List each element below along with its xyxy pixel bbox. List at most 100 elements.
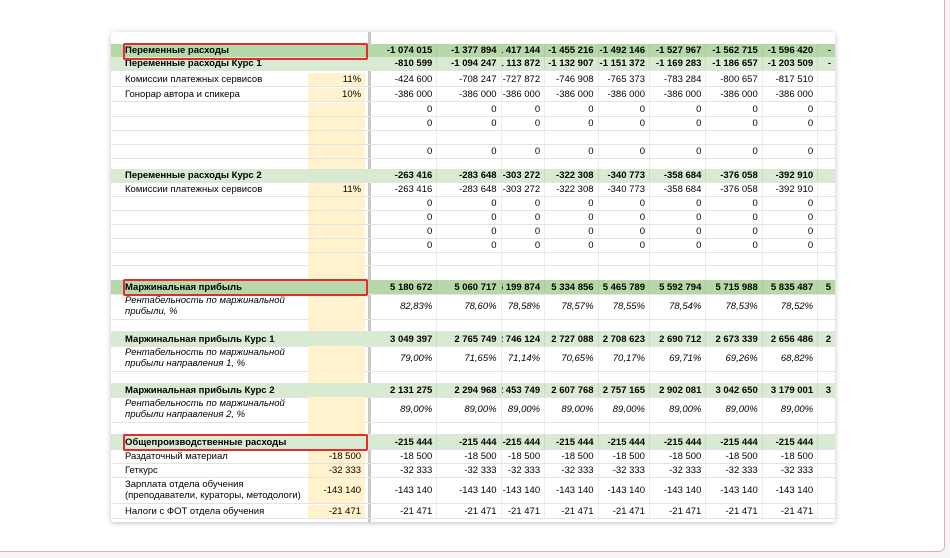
value-cell[interactable]: 0 [500,197,545,210]
value-cell[interactable] [375,319,436,331]
value-cell[interactable]: 0 [705,197,761,210]
value-cell[interactable] [817,265,835,280]
value-cell[interactable]: -18 500 [761,450,817,463]
value-cell[interactable]: 0 [544,211,597,224]
value-cell[interactable]: 0 [436,239,500,252]
value-cell[interactable]: -1 455 216 [544,44,597,57]
value-cell[interactable]: 69,26% [705,346,761,371]
value-cell[interactable]: -215 444 [436,435,500,449]
value-cell[interactable] [817,103,835,116]
value-cell[interactable] [817,239,835,252]
value-cell[interactable] [597,319,649,331]
value-cell[interactable] [375,253,436,265]
value-cell[interactable]: 0 [597,117,649,130]
value-cell[interactable]: 2 294 968 [436,383,500,397]
value-cell[interactable] [500,253,545,265]
row-label-cell[interactable]: Маржинальная прибыль [125,281,242,293]
value-cell[interactable]: -21 471 [544,505,597,518]
value-cell[interactable] [544,422,597,434]
value-cell[interactable]: -18 500 [648,450,705,463]
value-cell[interactable]: -810 599 [394,58,433,69]
value-cell[interactable]: -143 140 [597,478,649,503]
value-cell[interactable] [500,131,545,144]
value-cell[interactable]: -358 684 [648,169,705,182]
value-cell[interactable]: 0 [597,239,649,252]
value-cell[interactable] [817,422,835,434]
value-cell[interactable]: 0 [436,197,500,210]
value-cell[interactable]: -215 444 [544,435,597,449]
value-cell[interactable] [375,159,436,169]
value-cell[interactable] [705,371,761,383]
value-cell[interactable] [817,145,835,158]
value-cell[interactable] [761,371,817,383]
value-cell[interactable] [705,422,761,434]
value-cell[interactable]: -32 333 [436,464,500,477]
value-cell[interactable]: 0 [544,103,597,116]
value-cell[interactable]: -340 773 [597,183,649,196]
value-cell[interactable]: -32 333 [705,464,761,477]
value-cell[interactable]: -386 000 [648,88,705,101]
value-cell[interactable]: -143 140 [705,478,761,503]
value-cell[interactable]: -303 272 [500,169,545,182]
value-cell[interactable]: 0 [761,117,817,130]
value-cell[interactable]: 0 [761,211,817,224]
value-cell[interactable]: 0 [597,145,649,158]
value-cell[interactable]: 5 465 789 [597,280,649,294]
value-cell[interactable]: 3 049 397 [390,333,433,345]
value-cell[interactable] [597,422,649,434]
value-cell[interactable]: -18 500 [705,450,761,463]
value-cell[interactable]: -340 773 [597,169,649,182]
input-parameter-cell[interactable] [307,253,366,265]
row-label-cell[interactable] [111,103,308,116]
value-cell[interactable]: 78,55% [597,294,649,319]
input-parameter-cell[interactable] [307,159,366,169]
value-cell[interactable] [375,131,436,144]
value-cell[interactable] [500,159,545,169]
value-cell[interactable]: -215 444 [705,435,761,449]
value-cell[interactable] [648,422,705,434]
value-cell[interactable] [375,371,436,383]
value-cell[interactable]: -386 000 [544,88,597,101]
value-cell[interactable] [597,265,649,280]
row-label-cell[interactable] [111,211,308,224]
input-parameter-cell[interactable] [307,294,366,319]
value-cell[interactable]: 2 673 339 [705,332,761,346]
value-cell[interactable]: 2 765 749 [436,332,500,346]
value-cell[interactable] [817,131,835,144]
value-cell[interactable]: 89,00% [761,397,817,422]
value-cell[interactable]: 0 [500,145,545,158]
value-cell[interactable]: 3 179 001 [761,383,817,397]
row-label-cell[interactable]: Общепроизводственные расходы [125,436,287,448]
value-cell[interactable]: 0 [648,145,705,158]
value-cell[interactable] [648,265,705,280]
value-cell[interactable]: -783 284 [648,73,705,86]
value-cell[interactable]: -215 444 [597,435,649,449]
value-cell[interactable]: -143 140 [544,478,597,503]
value-cell[interactable] [817,294,835,319]
value-cell[interactable]: -1 562 715 [705,44,761,57]
value-cell[interactable]: -765 373 [597,73,649,86]
value-cell[interactable]: -322 308 [544,169,597,182]
value-cell[interactable]: -1 377 894 [436,44,500,57]
value-cell[interactable]: 0 [427,104,433,115]
value-cell[interactable]: 0 [761,103,817,116]
value-cell[interactable]: 0 [427,146,433,157]
input-parameter-cell[interactable]: -18 500 [307,450,366,463]
value-cell[interactable]: -18 500 [597,450,649,463]
row-label-cell[interactable] [111,319,308,331]
value-cell[interactable]: -21 471 [761,505,817,518]
value-cell[interactable]: 0 [705,225,761,238]
input-parameter-cell[interactable] [307,103,366,116]
value-cell[interactable]: -283 648 [436,183,500,196]
value-cell[interactable]: - [817,57,835,70]
value-cell[interactable]: -143 140 [761,478,817,503]
row-label-cell[interactable]: Рентабельность по маржинальной прибыли н… [125,347,285,369]
value-cell[interactable]: 0 [500,239,545,252]
value-cell[interactable]: 0 [436,225,500,238]
value-cell[interactable] [544,159,597,169]
value-cell[interactable]: 2 902 081 [648,383,705,397]
value-cell[interactable] [761,265,817,280]
value-cell[interactable]: 5 199 874 [500,280,545,294]
value-cell[interactable] [544,371,597,383]
value-cell[interactable]: 2 [817,332,835,346]
